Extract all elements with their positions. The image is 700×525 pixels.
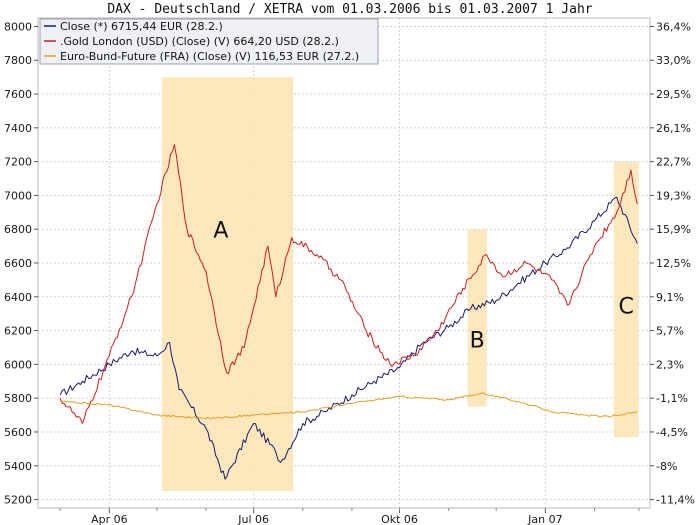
right-tick-label: -4,5% bbox=[656, 426, 688, 439]
right-tick-label: -1,1% bbox=[656, 392, 688, 405]
left-tick-label: 5600 bbox=[4, 426, 32, 439]
annotations: A B C bbox=[213, 219, 634, 354]
left-tick-label: 7800 bbox=[4, 54, 32, 67]
left-tick-label: 5400 bbox=[4, 460, 32, 473]
right-tick-label: 26,1% bbox=[656, 122, 691, 135]
chart-title: DAX - Deutschland / XETRA vom 01.03.2006… bbox=[107, 2, 592, 17]
left-tick-label: 5800 bbox=[4, 392, 32, 405]
right-tick-label: -8% bbox=[656, 460, 677, 473]
annotation-b: B bbox=[470, 328, 485, 353]
legend-label-bund: Euro-Bund-Future (FRA) (Close) (V) 116,5… bbox=[60, 50, 359, 63]
series-lines bbox=[59, 144, 638, 480]
left-tick-label: 7400 bbox=[4, 122, 32, 135]
right-tick-label: -11,4% bbox=[656, 494, 695, 507]
highlight-regions bbox=[161, 77, 639, 492]
highlight-region-a bbox=[161, 77, 294, 492]
legend-label-gold: .Gold London (USD) (Close) (V) 664,20 US… bbox=[60, 35, 339, 48]
right-tick-label: 33,0% bbox=[656, 54, 691, 67]
x-tick-label: Jan 07 bbox=[527, 513, 562, 525]
x-tick-label: Jul 06 bbox=[237, 513, 269, 525]
left-tick-label: 7600 bbox=[4, 88, 32, 101]
right-tick-label: 22,7% bbox=[656, 156, 691, 169]
right-tick-label: 12,5% bbox=[656, 257, 691, 270]
right-tick-label: 29,5% bbox=[656, 88, 691, 101]
left-tick-label: 7200 bbox=[4, 156, 32, 169]
x-tick-label: Apr 06 bbox=[91, 513, 128, 525]
series-line-gold bbox=[59, 144, 638, 424]
highlight-region-b bbox=[467, 229, 487, 407]
right-tick-label: 2,3% bbox=[656, 358, 684, 371]
left-tick-label: 6200 bbox=[4, 325, 32, 338]
annotation-c: C bbox=[619, 295, 634, 320]
left-tick-label: 6000 bbox=[4, 358, 32, 371]
right-tick-label: 15,9% bbox=[656, 223, 691, 236]
right-tick-label: 36,4% bbox=[656, 20, 691, 33]
highlight-region-c bbox=[613, 161, 639, 438]
right-tick-label: 19,3% bbox=[656, 189, 691, 202]
left-tick-label: 7000 bbox=[4, 189, 32, 202]
left-tick-label: 6600 bbox=[4, 257, 32, 270]
annotation-a: A bbox=[213, 219, 228, 244]
left-tick-label: 6800 bbox=[4, 223, 32, 236]
series-line-bund bbox=[60, 392, 638, 420]
legend-label-dax: Close (*) 6715,44 EUR (28.2.) bbox=[60, 20, 223, 33]
legend: Close (*) 6715,44 EUR (28.2.) .Gold Lond… bbox=[39, 18, 379, 65]
left-tick-label: 6400 bbox=[4, 291, 32, 304]
axes: 8000 36,4% 7800 33,0% 7600 29,5% 7400 26,1% 7200… bbox=[4, 20, 695, 525]
legend-box bbox=[39, 18, 379, 65]
x-tick-label: Okt 06 bbox=[381, 513, 418, 525]
left-tick-label: 8000 bbox=[4, 20, 32, 33]
right-tick-label: 9,1% bbox=[656, 291, 684, 304]
left-tick-label: 5200 bbox=[4, 494, 32, 507]
right-tick-label: 5,7% bbox=[656, 325, 684, 338]
